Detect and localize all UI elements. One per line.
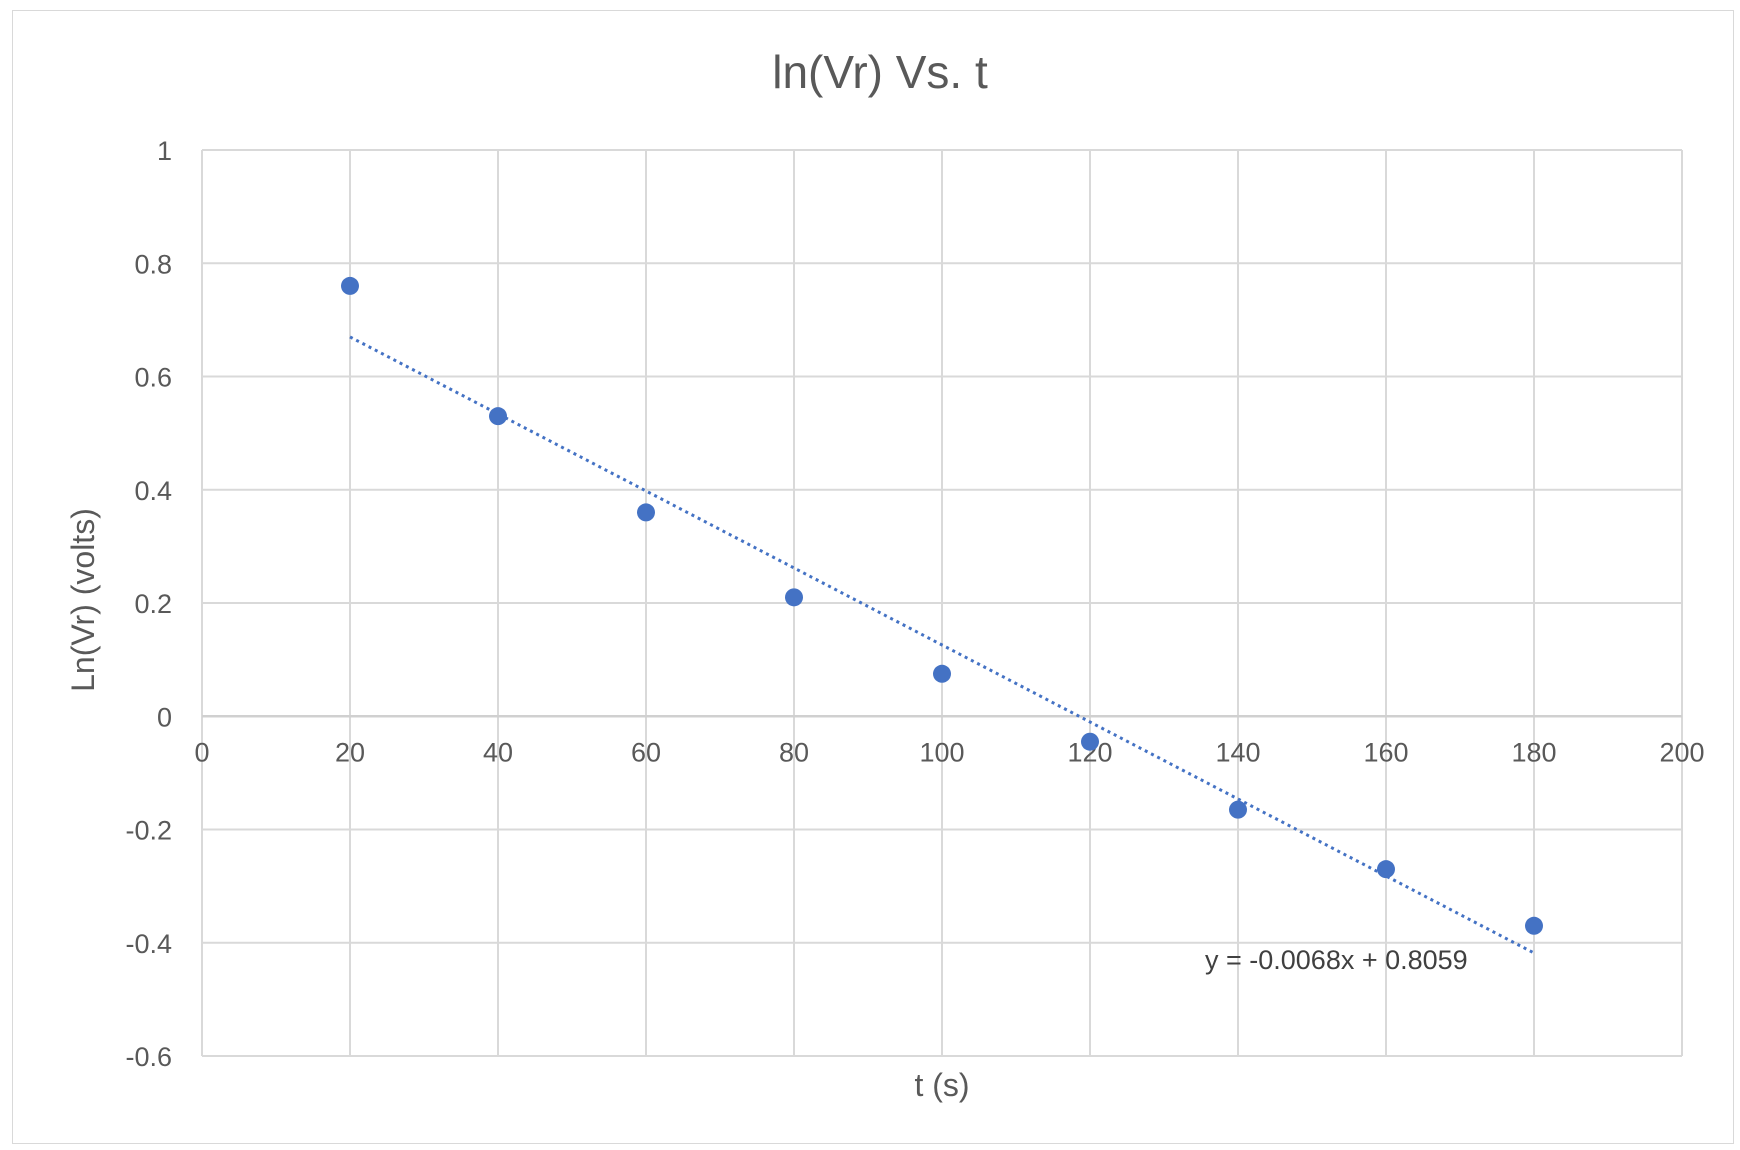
- x-tick-label: 180: [1511, 737, 1556, 767]
- gridlines: [202, 149, 1683, 1057]
- data-point: [489, 407, 507, 426]
- x-tick-label: 140: [1215, 737, 1260, 767]
- y-tick-label: 0.6: [134, 363, 172, 393]
- y-tick-label: -0.6: [125, 1042, 172, 1072]
- data-points: [341, 276, 1543, 935]
- trendline-group: [349, 335, 1535, 955]
- x-tick-label: 40: [483, 737, 513, 767]
- data-point: [341, 276, 359, 295]
- x-tick-label: 0: [194, 737, 209, 767]
- tick-labels: 0 20 40 60 80 100 120 140 160 180 200-0.6-0.4-0.20…: [125, 136, 1704, 1072]
- y-axis-title: Ln(Vr) (volts): [65, 508, 101, 692]
- x-axis-title: t (s): [914, 1067, 969, 1103]
- data-point: [637, 503, 655, 522]
- x-tick-label: 100: [919, 737, 964, 767]
- data-point: [1377, 860, 1395, 879]
- x-tick-label: 20: [335, 737, 365, 767]
- trendline-equation: y = -0.0068x + 0.8059: [1205, 945, 1468, 975]
- x-tick-label: 60: [631, 737, 661, 767]
- data-point: [1525, 916, 1543, 935]
- y-tick-label: 0.8: [134, 249, 172, 279]
- x-tick-label: 160: [1363, 737, 1408, 767]
- y-tick-label: 0.2: [134, 589, 172, 619]
- data-point: [785, 588, 803, 607]
- y-tick-label: 0: [157, 702, 172, 732]
- data-point: [1229, 800, 1247, 819]
- y-tick-label: -0.4: [125, 929, 172, 959]
- data-point: [1081, 732, 1099, 751]
- axis-lines: [201, 150, 1682, 1056]
- chart-title: ln(Vr) Vs. t: [772, 46, 988, 98]
- y-tick-label: 0.4: [134, 476, 172, 506]
- y-tick-label: -0.2: [125, 816, 172, 846]
- trendline: [349, 335, 1535, 955]
- x-tick-label: 80: [779, 737, 809, 767]
- x-tick-label: 200: [1659, 737, 1704, 767]
- data-point: [933, 664, 951, 683]
- chart-frame: [12, 10, 1734, 1144]
- y-tick-label: 1: [157, 136, 172, 166]
